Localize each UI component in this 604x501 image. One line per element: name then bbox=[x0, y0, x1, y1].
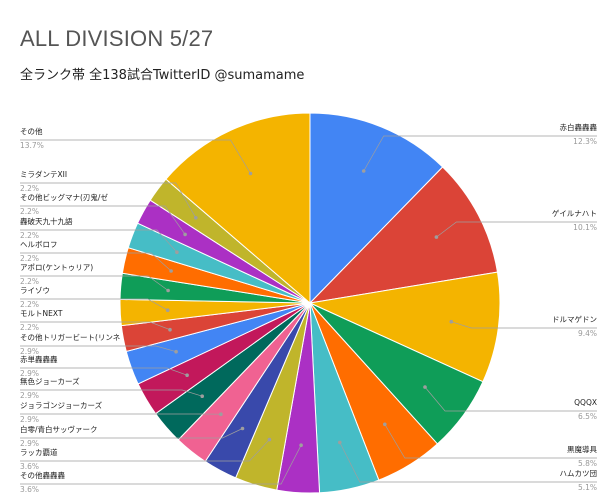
slice-percent: 2.9% bbox=[20, 415, 39, 424]
leader-dot bbox=[175, 250, 179, 254]
slice-percent: 3.6% bbox=[20, 462, 39, 471]
leader-dot bbox=[174, 349, 178, 354]
leader-line bbox=[20, 252, 172, 272]
slice-percent: 2.9% bbox=[20, 391, 39, 400]
slice-label: ライゾウ bbox=[20, 286, 50, 295]
leader-line bbox=[339, 442, 597, 483]
slice-percent: 2.9% bbox=[20, 439, 39, 448]
leader-dot bbox=[165, 308, 170, 313]
slice-percent: 2.2% bbox=[20, 231, 39, 240]
leader-line bbox=[20, 367, 188, 376]
leader-line bbox=[20, 428, 243, 439]
leader-dot bbox=[200, 394, 204, 399]
slice-label: その他トリガービート(リンネ bbox=[20, 332, 120, 342]
leader-line bbox=[20, 439, 270, 462]
leader-line bbox=[20, 345, 177, 353]
leader-line bbox=[20, 275, 169, 291]
slice-label: ラッカ覇道 bbox=[20, 447, 58, 457]
slice-percent: 2.2% bbox=[20, 277, 39, 286]
slice-label: 赤白轟轟轟 bbox=[560, 122, 598, 132]
slice-percent: 2.2% bbox=[20, 254, 39, 263]
leader-line bbox=[20, 321, 171, 331]
slice-label: ドルマゲドン bbox=[552, 315, 597, 324]
slice-percent: 2.2% bbox=[20, 323, 39, 332]
leader-dot bbox=[185, 373, 189, 378]
leader-dot bbox=[248, 171, 253, 176]
leader-dot bbox=[219, 412, 223, 417]
slice-label: ゲイルナハト bbox=[552, 209, 597, 218]
leader-line bbox=[424, 386, 597, 412]
slice-label: 黒魔導具 bbox=[567, 444, 597, 454]
slice-label: 無色ジョーカーズ bbox=[20, 376, 80, 386]
slice-label: ヘルボロフ bbox=[20, 240, 58, 249]
leader-dot bbox=[194, 216, 198, 220]
slice-percent: 2.2% bbox=[20, 207, 39, 216]
slice-label: 轟破天九十九語 bbox=[20, 216, 73, 226]
slice-label: アポロ(ケントゥリア) bbox=[20, 263, 93, 272]
slice-percent: 2.2% bbox=[20, 184, 39, 193]
leader-line bbox=[384, 424, 597, 459]
slice-percent: 5.1% bbox=[578, 483, 597, 492]
leader-line bbox=[436, 221, 597, 238]
slice-percent: 2.9% bbox=[20, 347, 39, 356]
slice-label: ハムカツ団 bbox=[560, 469, 598, 478]
leader-line bbox=[20, 389, 203, 397]
leader-dot bbox=[449, 319, 454, 324]
slice-percent: 6.5% bbox=[578, 412, 597, 421]
leader-line bbox=[20, 182, 197, 218]
leader-dot bbox=[240, 426, 245, 431]
leader-dot bbox=[434, 235, 439, 239]
slice-label: QQQX bbox=[574, 398, 597, 407]
leader-dot bbox=[423, 385, 427, 389]
leader-line bbox=[20, 205, 186, 235]
pie-slice bbox=[165, 112, 311, 305]
leader-dot bbox=[166, 288, 170, 293]
leader-dot bbox=[183, 232, 187, 237]
slice-percent: 10.1% bbox=[573, 223, 597, 232]
leader-line bbox=[20, 139, 251, 174]
leader-line bbox=[20, 298, 168, 311]
leader-dot bbox=[169, 269, 173, 273]
leader-dot bbox=[338, 440, 342, 445]
chart-title: ALL DIVISION 5/27 bbox=[20, 26, 214, 51]
leader-line bbox=[451, 321, 597, 329]
slice-percent: 2.2% bbox=[20, 300, 39, 309]
leader-dot bbox=[383, 422, 387, 427]
pie-labels: 赤白轟轟轟 12.3% ゲイルナハト 10.1% ドルマゲドン 9.4% QQQX 6.5% 黒… bbox=[20, 122, 597, 494]
slice-label: その他ビッグマナ(刃鬼/ゼ bbox=[20, 192, 108, 202]
leader-dot bbox=[361, 169, 366, 173]
leader-dot bbox=[168, 327, 172, 332]
slice-label: ミラダンテXII bbox=[20, 169, 67, 179]
pie-slice bbox=[309, 112, 444, 305]
leader-line bbox=[20, 229, 178, 253]
slice-percent: 2.9% bbox=[20, 369, 39, 378]
slice-label: 赤単轟轟轟 bbox=[20, 354, 58, 364]
slice-label: モルトNEXT bbox=[20, 309, 63, 318]
leader-dot bbox=[299, 443, 303, 448]
slice-percent: 13.7% bbox=[20, 141, 44, 150]
slice-percent: 5.8% bbox=[578, 459, 597, 468]
chart-subtitle: 全ランク帯 全138試合TwitterID @sumamame bbox=[20, 68, 305, 83]
pie-slices bbox=[119, 112, 501, 494]
slice-label: その他轟轟轟 bbox=[20, 470, 65, 480]
leader-line bbox=[20, 445, 302, 485]
leader-line bbox=[363, 135, 597, 172]
slice-percent: 9.4% bbox=[578, 329, 597, 338]
slice-percent: 12.3% bbox=[573, 137, 597, 146]
slice-label: 白零/青白サッヴァーク bbox=[20, 424, 98, 434]
slice-percent: 3.6% bbox=[20, 485, 39, 494]
slice-label: ジョラゴンジョーカーズ bbox=[20, 400, 103, 410]
leader-dot bbox=[267, 437, 272, 442]
pie-slice bbox=[308, 166, 499, 304]
slice-label: その他 bbox=[20, 126, 43, 136]
